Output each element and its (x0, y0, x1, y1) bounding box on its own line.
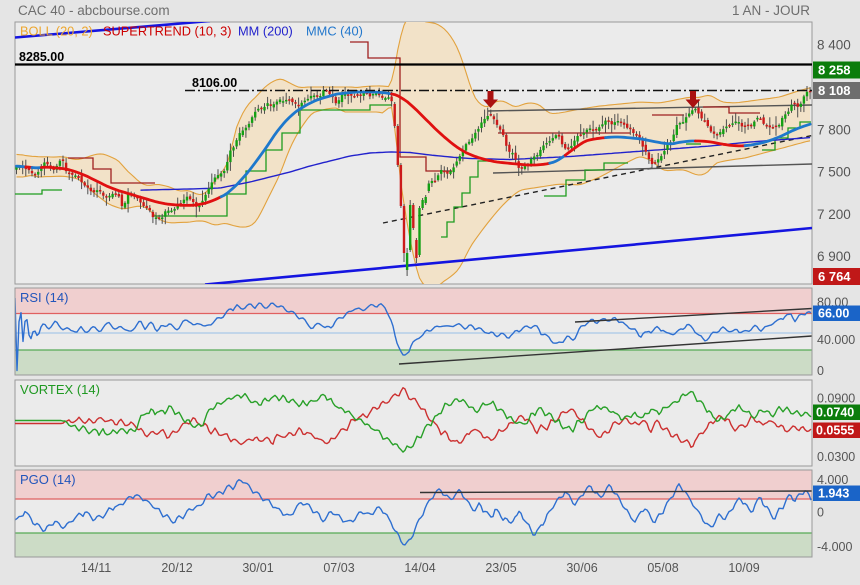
svg-text:14/04: 14/04 (404, 561, 435, 575)
svg-text:23/05: 23/05 (485, 561, 516, 575)
svg-text:07/03: 07/03 (323, 561, 354, 575)
svg-text:MM (200): MM (200) (238, 24, 293, 39)
svg-text:RSI (14): RSI (14) (20, 290, 68, 305)
svg-text:0.0300: 0.0300 (817, 450, 855, 464)
svg-text:0.0555: 0.0555 (816, 424, 854, 438)
svg-text:1 AN - JOUR: 1 AN - JOUR (732, 3, 810, 18)
svg-text:-4.000: -4.000 (817, 540, 852, 554)
svg-text:8 108: 8 108 (818, 83, 851, 98)
svg-text:CAC 40 - abcbourse.com: CAC 40 - abcbourse.com (18, 3, 170, 18)
svg-text:0.0740: 0.0740 (816, 406, 854, 420)
svg-text:40.000: 40.000 (817, 333, 855, 347)
svg-text:7 500: 7 500 (817, 165, 851, 180)
svg-text:1.943: 1.943 (818, 487, 849, 501)
svg-text:10/09: 10/09 (728, 561, 759, 575)
svg-text:05/08: 05/08 (647, 561, 678, 575)
svg-text:VORTEX (14): VORTEX (14) (20, 382, 100, 397)
svg-text:30/06: 30/06 (566, 561, 597, 575)
svg-text:8106.00: 8106.00 (192, 76, 237, 90)
svg-text:4.000: 4.000 (817, 473, 848, 487)
svg-text:20/12: 20/12 (161, 561, 192, 575)
svg-text:66.00: 66.00 (818, 307, 849, 321)
svg-text:PGO (14): PGO (14) (20, 472, 76, 487)
svg-text:8 400: 8 400 (817, 38, 851, 53)
svg-text:0: 0 (817, 364, 824, 378)
svg-text:8 258: 8 258 (818, 63, 851, 78)
svg-text:BOLL (20, 2): BOLL (20, 2) (20, 24, 93, 39)
svg-text:7 200: 7 200 (817, 207, 851, 222)
svg-text:8285.00: 8285.00 (19, 50, 64, 64)
svg-text:0: 0 (817, 506, 824, 520)
svg-text:14/11: 14/11 (81, 561, 111, 575)
svg-text:6 764: 6 764 (818, 269, 851, 284)
svg-text:7 800: 7 800 (817, 123, 851, 138)
svg-text:0.0900: 0.0900 (817, 392, 855, 406)
svg-text:SUPERTREND (10, 3): SUPERTREND (10, 3) (103, 24, 231, 39)
svg-text:6 900: 6 900 (817, 249, 851, 264)
svg-text:MMC (40): MMC (40) (306, 24, 363, 39)
svg-text:30/01: 30/01 (242, 561, 273, 575)
